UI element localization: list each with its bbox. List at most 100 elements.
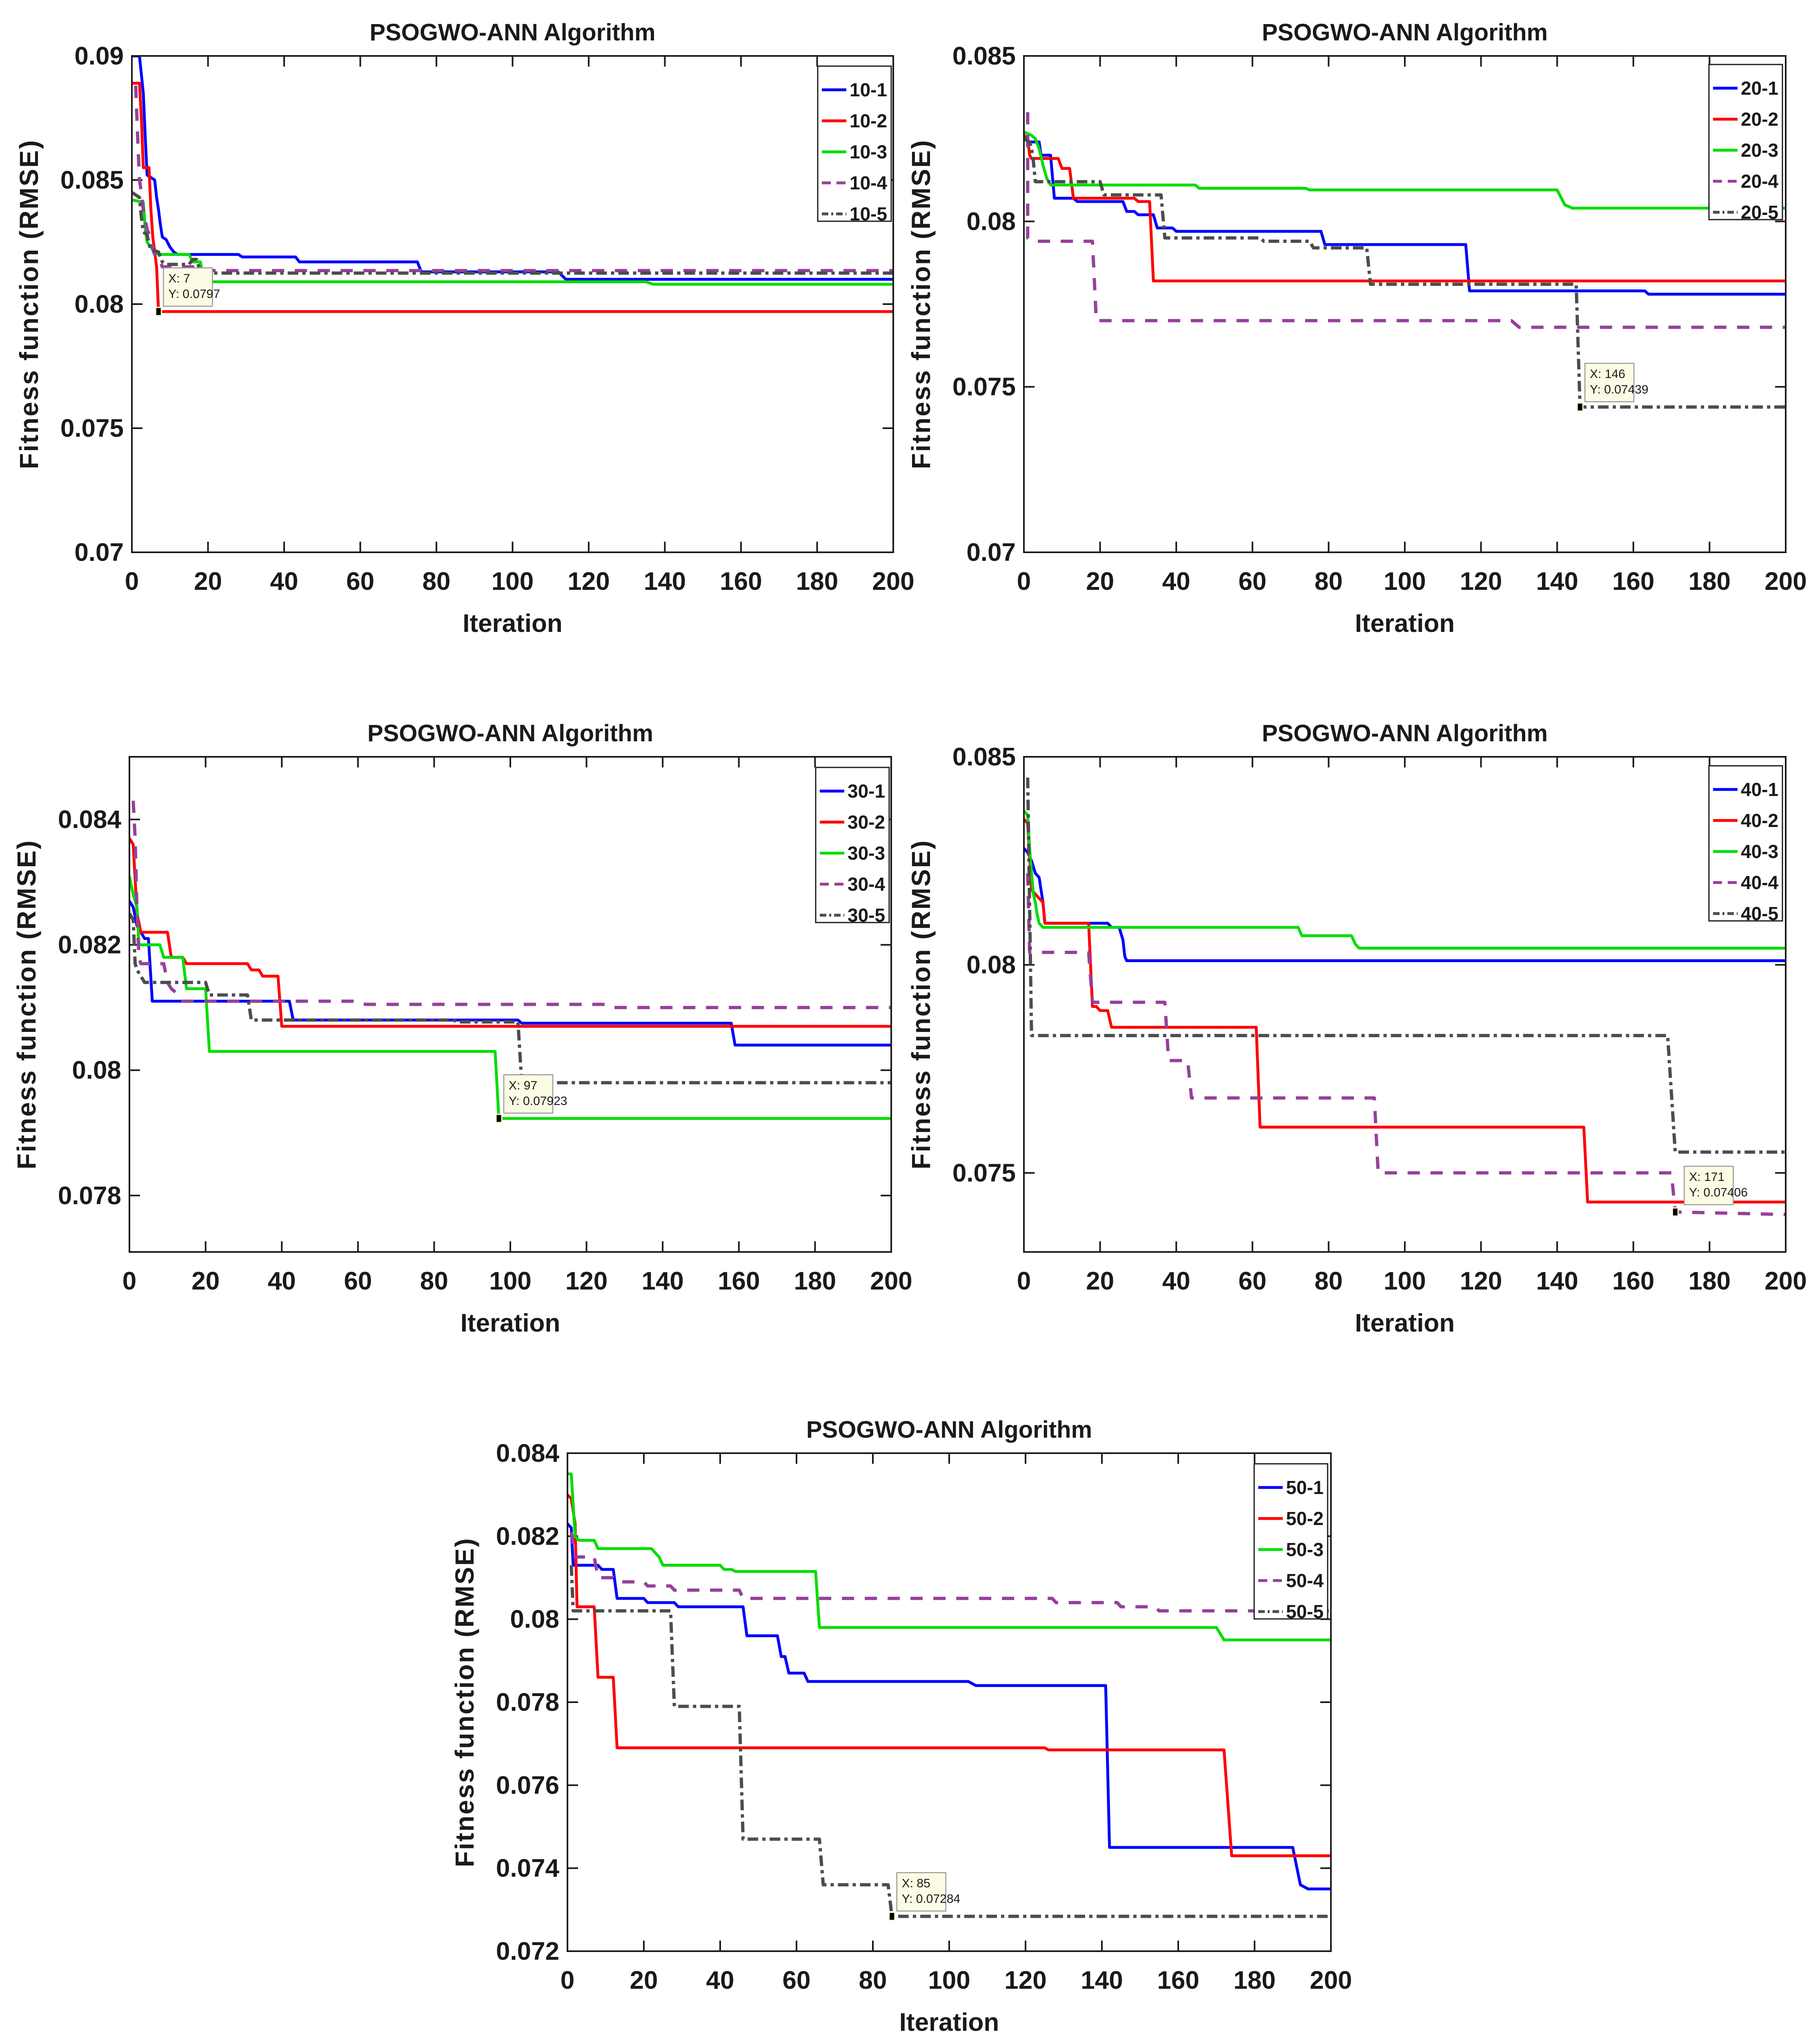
series-line-40-5 xyxy=(1026,777,1786,1154)
x-tick-label: 180 xyxy=(1689,567,1731,596)
x-tick-label: 20 xyxy=(630,1966,658,1994)
legend-item-20-5: 20-5 xyxy=(1713,202,1778,223)
legend-item-50-5: 50-5 xyxy=(1258,1601,1324,1622)
y-axis-label: Fitness function (RMSE) xyxy=(906,139,936,469)
y-tick-label: 0.082 xyxy=(58,931,121,959)
axis-ticks xyxy=(567,1452,1332,1952)
x-tick-label: 140 xyxy=(644,567,686,596)
x-tick-label: 20 xyxy=(194,567,222,596)
legend-label: 40-3 xyxy=(1741,841,1778,862)
plot-10: 0 20 40 60 80 100 120 140 160 180 200 0.07 0.075 0.08… xyxy=(14,19,914,638)
legend: 20-1 20-2 20-3 20-4 20-5 xyxy=(1708,64,1783,223)
x-tick-label: 180 xyxy=(796,567,838,596)
legend-label: 30-1 xyxy=(848,780,885,802)
legend-label: 40-2 xyxy=(1741,810,1778,831)
series-line-50-3 xyxy=(567,1472,1331,1641)
legend-label: 50-3 xyxy=(1286,1539,1324,1560)
series-line-20-2 xyxy=(1024,134,1786,282)
datatip-marker xyxy=(155,307,162,316)
legend-label: 10-5 xyxy=(850,203,887,225)
legend-label: 40-5 xyxy=(1741,903,1778,924)
y-tick-label: 0.08 xyxy=(510,1605,559,1634)
x-tick-label: 180 xyxy=(1689,1267,1731,1295)
datatip-marker xyxy=(495,1114,503,1123)
legend-item-30-3: 30-3 xyxy=(820,843,885,864)
x-tick-label: 0 xyxy=(125,567,139,596)
plot-30: 0 20 40 60 80 100 120 140 160 180 200 0.078 0.08 0.08… xyxy=(12,720,912,1337)
legend-item-30-2: 30-2 xyxy=(820,812,885,833)
x-tick-label: 80 xyxy=(423,567,451,596)
x-tick-label: 180 xyxy=(794,1267,836,1295)
legend-label: 20-2 xyxy=(1741,109,1778,130)
legend-item-40-1: 40-1 xyxy=(1713,779,1778,800)
x-axis-label: Iteration xyxy=(1355,1309,1455,1337)
axis-ticks xyxy=(1023,55,1787,553)
axes-box xyxy=(131,55,894,553)
y-tick-label: 0.085 xyxy=(60,166,124,194)
y-tick-label: 0.085 xyxy=(952,743,1016,771)
x-tick-label: 80 xyxy=(859,1966,887,1994)
x-tick-label: 60 xyxy=(344,1267,372,1295)
x-tick-label: 140 xyxy=(1081,1966,1123,1994)
x-tick-label: 120 xyxy=(1460,1267,1502,1295)
x-tick-label: 40 xyxy=(270,567,298,596)
x-tick-label: 0 xyxy=(561,1966,574,1994)
legend-box xyxy=(1708,765,1783,922)
y-tick-label: 0.074 xyxy=(496,1854,560,1883)
x-tick-label: 200 xyxy=(1764,1267,1807,1295)
x-axis-label: Iteration xyxy=(899,2008,999,2037)
legend-item-30-5: 30-5 xyxy=(820,905,885,926)
y-tick-label: 0.075 xyxy=(952,373,1016,401)
x-tick-label: 140 xyxy=(1536,567,1578,596)
x-tick-label: 120 xyxy=(1004,1966,1046,1994)
legend-label: 30-5 xyxy=(848,905,885,926)
datatip-box xyxy=(1684,1165,1734,1205)
x-tick-label: 40 xyxy=(706,1966,734,1994)
legend-item-10-3: 10-3 xyxy=(822,141,887,162)
series-line-10-2 xyxy=(132,82,893,313)
datatip-y-value: Y: 0.07923 xyxy=(509,1094,567,1108)
legend-box xyxy=(815,767,890,923)
x-tick-label: 100 xyxy=(492,567,534,596)
series-line-20-5 xyxy=(1024,137,1786,409)
y-tick-label: 0.078 xyxy=(496,1688,559,1716)
legend-label: 50-2 xyxy=(1286,1508,1324,1529)
legend-item-50-2: 50-2 xyxy=(1258,1508,1324,1529)
legend-item-50-4: 50-4 xyxy=(1258,1570,1324,1591)
legend-item-50-3: 50-3 xyxy=(1258,1539,1324,1560)
datatip-box xyxy=(163,267,213,307)
legend-box xyxy=(1708,64,1783,220)
series-line-10-5 xyxy=(132,191,893,275)
y-tick-label: 0.08 xyxy=(72,1056,121,1085)
legend-label: 10-4 xyxy=(850,172,887,193)
x-tick-label: 160 xyxy=(1612,567,1654,596)
x-tick-label: 140 xyxy=(1536,1267,1578,1295)
x-tick-label: 0 xyxy=(1017,567,1031,596)
legend-item-20-4: 20-4 xyxy=(1713,171,1778,192)
legend-label: 50-5 xyxy=(1286,1601,1324,1622)
legend-item-20-2: 20-2 xyxy=(1713,109,1778,130)
y-tick-label: 0.085 xyxy=(952,42,1016,70)
x-tick-label: 200 xyxy=(870,1267,912,1295)
axes-box xyxy=(1023,55,1787,553)
legend-item-20-3: 20-3 xyxy=(1713,140,1778,161)
series-line-50-5 xyxy=(570,1565,1331,1918)
plot-50: 0 20 40 60 80 100 120 140 160 180 200 0.072 0.074 0.0… xyxy=(450,1416,1352,2037)
series-line-50-4 xyxy=(570,1532,1331,1613)
legend-label: 30-4 xyxy=(848,874,885,895)
series-line-10-1 xyxy=(132,56,893,281)
x-tick-label: 80 xyxy=(420,1267,448,1295)
axis-ticks xyxy=(1023,756,1787,1252)
datatip-x-value: X: 171 xyxy=(1689,1170,1724,1184)
y-axis-label: Fitness function (RMSE) xyxy=(906,839,936,1169)
x-tick-label: 60 xyxy=(783,1966,811,1994)
axes-box xyxy=(129,756,892,1253)
legend-item-40-4: 40-4 xyxy=(1713,872,1778,893)
legend-box xyxy=(817,65,892,222)
datatip-x-value: X: 146 xyxy=(1590,367,1625,381)
y-axis-label: Fitness function (RMSE) xyxy=(12,839,41,1169)
x-tick-label: 0 xyxy=(1017,1267,1031,1295)
y-tick-label: 0.08 xyxy=(966,951,1016,979)
